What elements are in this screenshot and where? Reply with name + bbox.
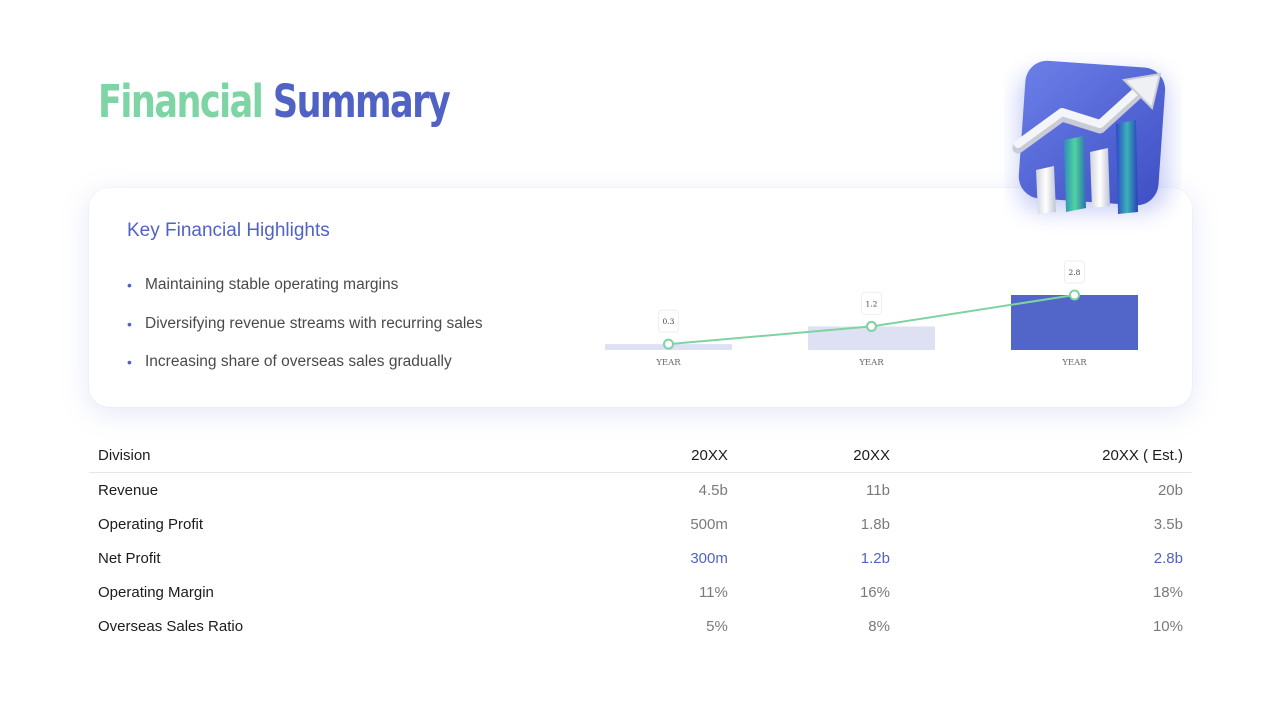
col-header-year-est: 20XX ( Est.): [898, 438, 1192, 473]
bullet-icon: •: [127, 315, 132, 332]
highlights-heading: Key Financial Highlights: [127, 220, 330, 241]
highlight-text: Increasing share of overseas sales gradu…: [145, 353, 452, 370]
table-cell: 20b: [1157, 481, 1183, 499]
highlight-item: • Maintaining stable operating margins: [127, 274, 483, 313]
table-cell: 5%: [706, 617, 728, 635]
table-row: Overseas Sales Ratio 5% 8% 10%: [89, 609, 1192, 643]
x-tick-label: YEAR: [655, 358, 681, 368]
title-part-2: Summary: [272, 75, 451, 128]
row-label: Operating Profit: [98, 515, 204, 533]
table-row-highlighted: Net Profit 300m 1.2b 2.8b: [89, 541, 1192, 575]
bar-line-chart: YEAR YEAR YEAR 0.3 1.2 2.8: [605, 260, 1138, 368]
table-cell: 1.2b: [860, 549, 890, 567]
table-cell: 3.5b: [1153, 515, 1183, 533]
table-cell: 4.5b: [698, 481, 728, 499]
highlight-item: • Increasing share of overseas sales grad…: [127, 351, 483, 390]
table-cell: 2.8b: [1153, 549, 1183, 567]
data-label-box: [1064, 260, 1085, 284]
data-point: [866, 320, 877, 332]
table-cell: 500m: [690, 515, 728, 533]
highlight-text: Maintaining stable operating margins: [145, 276, 399, 293]
col-header-year-2: 20XX: [736, 438, 899, 473]
col-header-division: Division: [89, 438, 573, 473]
data-label-box: [861, 291, 882, 315]
chart-bar: [808, 326, 935, 350]
highlight-item: • Diversifying revenue streams with recur…: [127, 313, 483, 352]
title-part-1: Financial: [98, 75, 264, 128]
growth-chart-3d-icon: [1012, 60, 1168, 214]
table-cell: 11%: [698, 583, 728, 601]
data-label: 0.3: [663, 317, 675, 326]
table-cell: 16%: [859, 583, 890, 601]
col-header-year-1: 20XX: [572, 438, 737, 473]
table-cell: 8%: [868, 617, 890, 635]
data-label: 2.8: [1069, 268, 1081, 277]
row-label: Overseas Sales Ratio: [98, 617, 244, 635]
x-tick-label: YEAR: [858, 358, 884, 368]
table-row: Operating Profit 500m 1.8b 3.5b: [89, 507, 1192, 541]
data-label: 1.2: [866, 299, 878, 308]
chart-bar: [1011, 295, 1138, 350]
x-tick-label: YEAR: [1061, 358, 1087, 368]
table-cell: 18%: [1152, 583, 1183, 601]
table-row: Revenue 4.5b 11b 20b: [89, 473, 1192, 508]
data-point: [663, 338, 674, 350]
table-cell: 11b: [866, 481, 890, 499]
highlight-text: Diversifying revenue streams with recurr…: [145, 314, 483, 332]
table-header-row: Division 20XX 20XX 20XX ( Est.): [89, 438, 1192, 473]
highlights-card: Key Financial Highlights • Maintaining st…: [89, 188, 1192, 407]
bullet-icon: •: [127, 277, 132, 293]
row-label: Operating Margin: [98, 583, 214, 601]
table-row: Operating Margin 11% 16% 18%: [89, 575, 1192, 609]
row-label: Net Profit: [98, 549, 161, 567]
data-label-box: [658, 309, 679, 333]
data-point: [1069, 289, 1080, 301]
row-label: Revenue: [98, 481, 159, 499]
page-title: Financial Summary: [98, 74, 451, 130]
table-cell: 300m: [690, 549, 728, 567]
financial-table: Division 20XX 20XX 20XX ( Est.) Revenue …: [89, 438, 1192, 643]
table-cell: 10%: [1152, 617, 1183, 635]
highlights-list: • Maintaining stable operating margins • D…: [127, 274, 483, 390]
table-cell: 1.8b: [860, 515, 890, 533]
bullet-icon: •: [127, 354, 132, 370]
